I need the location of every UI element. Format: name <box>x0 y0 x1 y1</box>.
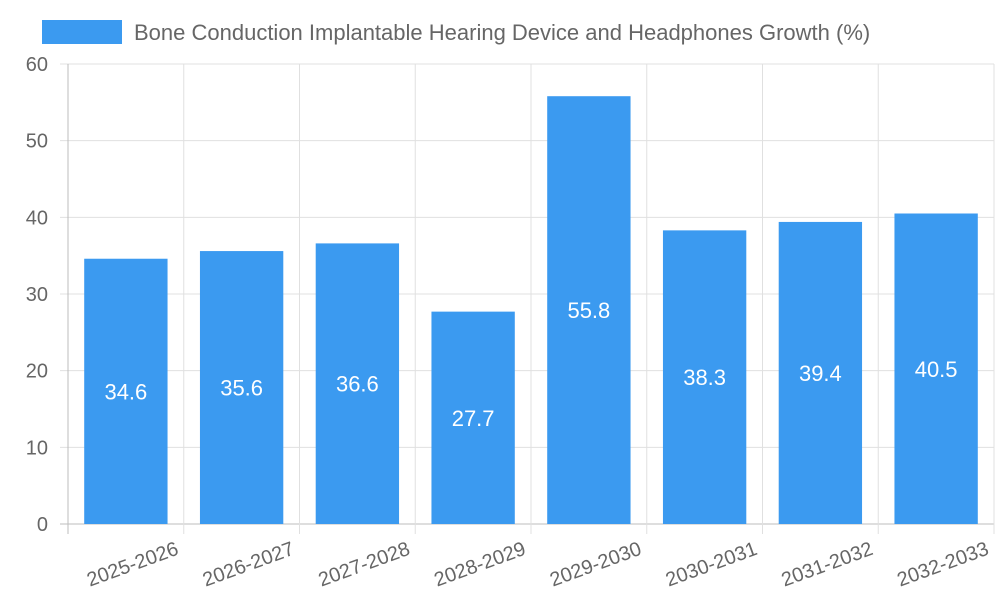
y-tick-label: 40 <box>26 207 48 229</box>
x-tick-label: 2029-2030 <box>547 538 644 591</box>
y-axis: 0 10 20 30 40 50 60 <box>26 54 48 536</box>
x-tick-label: 2026-2027 <box>200 538 297 591</box>
bar[interactable] <box>84 258 168 524</box>
y-tick-label: 20 <box>26 361 48 383</box>
y-tick-label: 30 <box>26 284 48 306</box>
bar-value-label: 36.6 <box>336 372 379 397</box>
legend-label: Bone Conduction Implantable Hearing Devi… <box>134 20 870 45</box>
x-tick-label: 2030-2031 <box>663 538 760 591</box>
x-tick-label: 2028-2029 <box>431 538 528 591</box>
legend-swatch <box>42 20 122 44</box>
bar[interactable] <box>894 213 978 525</box>
y-tick-label: 0 <box>37 514 48 536</box>
x-tick-label: 2031-2032 <box>779 538 876 591</box>
bar[interactable] <box>315 243 400 524</box>
legend[interactable]: Bone Conduction Implantable Hearing Devi… <box>42 20 870 45</box>
bar[interactable] <box>547 96 631 524</box>
bar-value-label: 27.7 <box>452 406 495 431</box>
x-axis: 2025-2026 2026-2027 2027-2028 2028-2029 2029… <box>84 538 992 591</box>
bar-value-label: 35.6 <box>220 376 263 401</box>
bar-value-label: 40.5 <box>915 357 958 382</box>
bar[interactable] <box>778 221 863 524</box>
y-tick-label: 60 <box>26 54 48 76</box>
data-labels: 34.6 35.6 36.6 27.7 55.8 38.3 39.4 40.5 <box>104 298 957 431</box>
x-tick-label: 2032-2033 <box>894 538 991 591</box>
bar[interactable] <box>662 230 747 524</box>
bar[interactable] <box>199 251 284 525</box>
x-tick-label: 2025-2026 <box>84 538 181 591</box>
bar[interactable] <box>431 311 515 524</box>
bar-value-label: 38.3 <box>683 365 726 390</box>
bars <box>84 96 978 525</box>
y-tick-label: 10 <box>26 437 48 459</box>
bar-value-label: 34.6 <box>104 379 147 404</box>
bar-value-label: 39.4 <box>799 361 842 386</box>
bar-value-label: 55.8 <box>567 298 610 323</box>
y-tick-label: 50 <box>26 131 48 153</box>
x-tick-label: 2027-2028 <box>316 538 413 591</box>
